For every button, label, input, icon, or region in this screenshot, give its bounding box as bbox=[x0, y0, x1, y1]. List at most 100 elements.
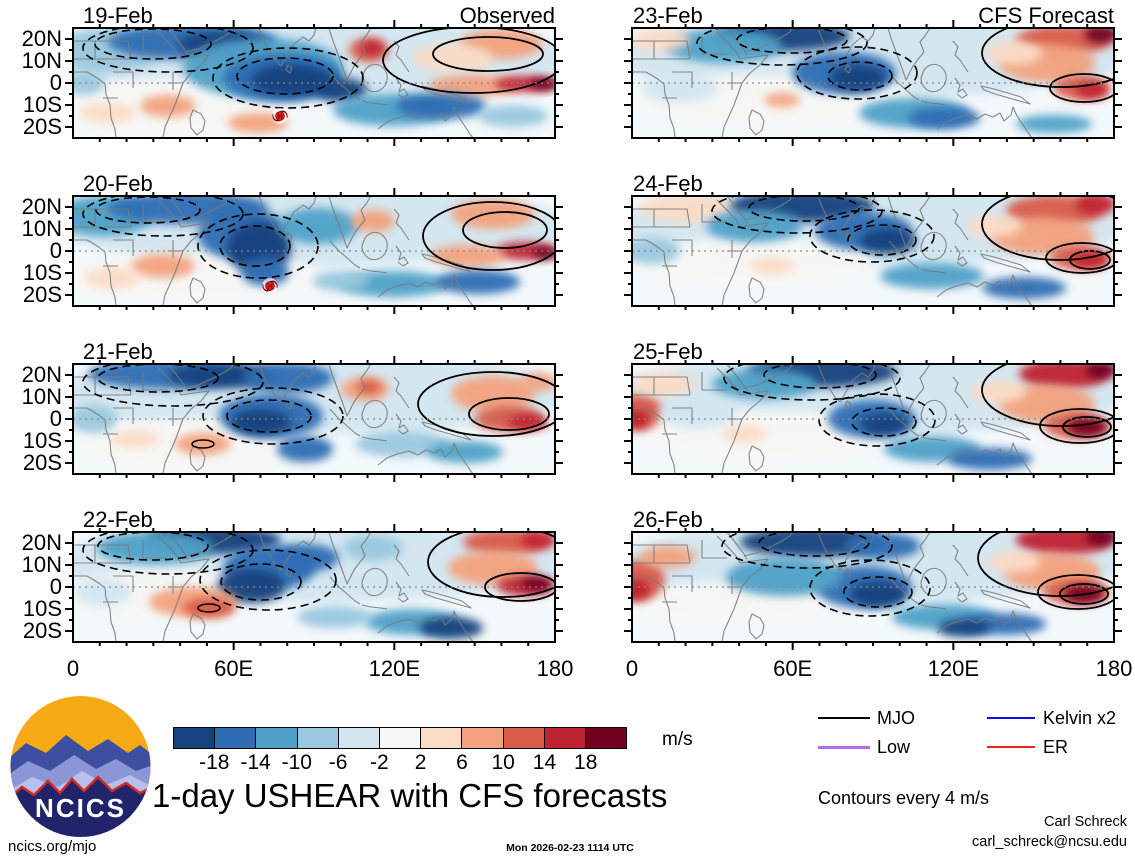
colorbar-tick-value: -18 bbox=[199, 751, 230, 774]
colorbar-segment bbox=[543, 728, 585, 748]
map-frame-ticks bbox=[624, 356, 1122, 482]
colorbar-segment bbox=[337, 728, 379, 748]
colorbar-segment bbox=[255, 728, 297, 748]
map-panel-26-Feb bbox=[624, 524, 1122, 650]
x-axis-label-observed-120E: 120E bbox=[368, 656, 421, 681]
colorbar-segment bbox=[461, 728, 503, 748]
y-axis-label-10S: 10S bbox=[22, 596, 62, 621]
y-axis-label-20S: 20S bbox=[22, 114, 62, 139]
panel-date-label: 25-Feb bbox=[633, 339, 703, 364]
map-panel-20-Feb: H bbox=[65, 188, 563, 314]
panel-date-label: 19-Feb bbox=[83, 3, 153, 28]
colorbar-segment bbox=[378, 728, 421, 748]
svg-text:H: H bbox=[278, 114, 282, 120]
y-axis-label-20N: 20N bbox=[21, 362, 62, 387]
y-axis-label-10S: 10S bbox=[22, 260, 62, 285]
figure-title: 1-day USHEAR with CFS forecasts bbox=[152, 777, 668, 814]
map-frame-ticks bbox=[65, 20, 563, 146]
anomaly-field bbox=[632, 28, 1114, 133]
colorbar-tick-value: -2 bbox=[370, 751, 389, 774]
wave-contours bbox=[721, 532, 1114, 617]
coastlines bbox=[73, 28, 474, 138]
column-header-cfs-forecast: CFS Forecast bbox=[978, 3, 1114, 28]
map-panel-19-Feb: H bbox=[65, 20, 563, 146]
y-axis-label-0: 0 bbox=[49, 574, 62, 599]
legend-label-low: Low bbox=[877, 737, 911, 757]
x-axis-label-forecast-180: 180 bbox=[1095, 656, 1133, 681]
footer-timestamp: Mon 2026-02-23 1114 UTC bbox=[506, 842, 634, 854]
map-panel-23-Feb bbox=[624, 20, 1122, 146]
panel-date-label: 24-Feb bbox=[633, 171, 703, 196]
y-axis-label-10N: 10N bbox=[21, 48, 62, 73]
wave-contours bbox=[82, 364, 555, 449]
coastlines bbox=[632, 532, 1033, 642]
panel-date-label: 22-Feb bbox=[83, 507, 153, 532]
colorbar-tick-value: 2 bbox=[414, 751, 427, 774]
y-axis-label-10S: 10S bbox=[22, 92, 62, 117]
colorbar bbox=[173, 727, 627, 749]
logo-red-ridge-line bbox=[10, 775, 151, 800]
y-axis-label-10S: 10S bbox=[22, 428, 62, 453]
coastlines bbox=[632, 196, 1033, 306]
colorbar-segment bbox=[584, 728, 627, 748]
y-axis-label-0: 0 bbox=[49, 70, 62, 95]
colorbar-segment bbox=[502, 728, 544, 748]
anomaly-field bbox=[73, 532, 555, 639]
colorbar-tick-value: -10 bbox=[281, 751, 312, 774]
panel-date-label: 21-Feb bbox=[83, 339, 153, 364]
x-axis-label-forecast-60E: 60E bbox=[773, 656, 813, 681]
x-axis-label-forecast-0: 0 bbox=[625, 656, 639, 681]
map-frame-ticks bbox=[624, 188, 1122, 314]
y-axis-label-20S: 20S bbox=[22, 282, 62, 307]
y-axis-label-10N: 10N bbox=[21, 552, 62, 577]
tropical-cyclone-icon: H bbox=[262, 278, 278, 294]
ncics-logo: NCICS bbox=[10, 696, 151, 837]
colorbar-segment bbox=[214, 728, 256, 748]
credit-name: Carl Schreck bbox=[1044, 814, 1127, 830]
y-axis-label-20N: 20N bbox=[21, 530, 62, 555]
contour-interval-note: Contours every 4 m/s bbox=[818, 788, 990, 808]
coastlines bbox=[632, 364, 1033, 474]
y-axis-label-10N: 10N bbox=[21, 216, 62, 241]
panel-date-label: 26-Feb bbox=[633, 507, 703, 532]
tropical-cyclone-icon: H bbox=[272, 108, 288, 124]
anomaly-field bbox=[73, 364, 555, 470]
map-panel-21-Feb bbox=[65, 356, 563, 482]
map-frame-ticks bbox=[65, 188, 563, 314]
x-axis-label-observed-0: 0 bbox=[66, 656, 80, 681]
y-axis-label-0: 0 bbox=[49, 238, 62, 263]
colorbar-unit-label: m/s bbox=[662, 729, 693, 750]
map-panel-24-Feb bbox=[624, 188, 1122, 314]
map-frame-ticks bbox=[65, 356, 563, 482]
er-line-swatch bbox=[987, 746, 1035, 748]
y-axis-label-0: 0 bbox=[49, 406, 62, 431]
panel-date-label: 20-Feb bbox=[83, 171, 153, 196]
colorbar-segment bbox=[420, 728, 462, 748]
colorbar-tick-value: 6 bbox=[456, 751, 468, 774]
colorbar-segment bbox=[296, 728, 338, 748]
panel-date-label: 23-Feb bbox=[633, 3, 703, 28]
footer-site-url: ncics.org/mjo bbox=[8, 838, 97, 855]
wave-contours bbox=[723, 364, 1114, 447]
mjo-line-swatch bbox=[818, 717, 870, 719]
coastlines bbox=[73, 532, 474, 642]
wave-contours bbox=[82, 196, 555, 279]
x-axis-label-observed-180: 180 bbox=[536, 656, 574, 681]
colorbar-tick-value: 18 bbox=[574, 751, 598, 774]
credit-email: carl_schreck@ncsu.edu bbox=[972, 834, 1127, 850]
colorbar-tick-value: 10 bbox=[491, 751, 515, 774]
legend-label-mjo: MJO bbox=[877, 708, 915, 728]
colorbar-tick-value: -14 bbox=[240, 751, 271, 774]
wave-contours bbox=[711, 196, 1114, 274]
anomaly-field bbox=[632, 196, 1114, 299]
legend-label-er: ER bbox=[1043, 737, 1069, 757]
y-axis-label-20S: 20S bbox=[22, 450, 62, 475]
logo-text: NCICS bbox=[35, 793, 126, 823]
coastlines bbox=[73, 364, 474, 474]
map-frame-ticks bbox=[624, 524, 1122, 650]
x-axis-label-observed-60E: 60E bbox=[214, 656, 254, 681]
colorbar-tick-value: 14 bbox=[532, 751, 557, 774]
wave-contours bbox=[696, 28, 1114, 103]
low-line-swatch bbox=[818, 746, 870, 749]
